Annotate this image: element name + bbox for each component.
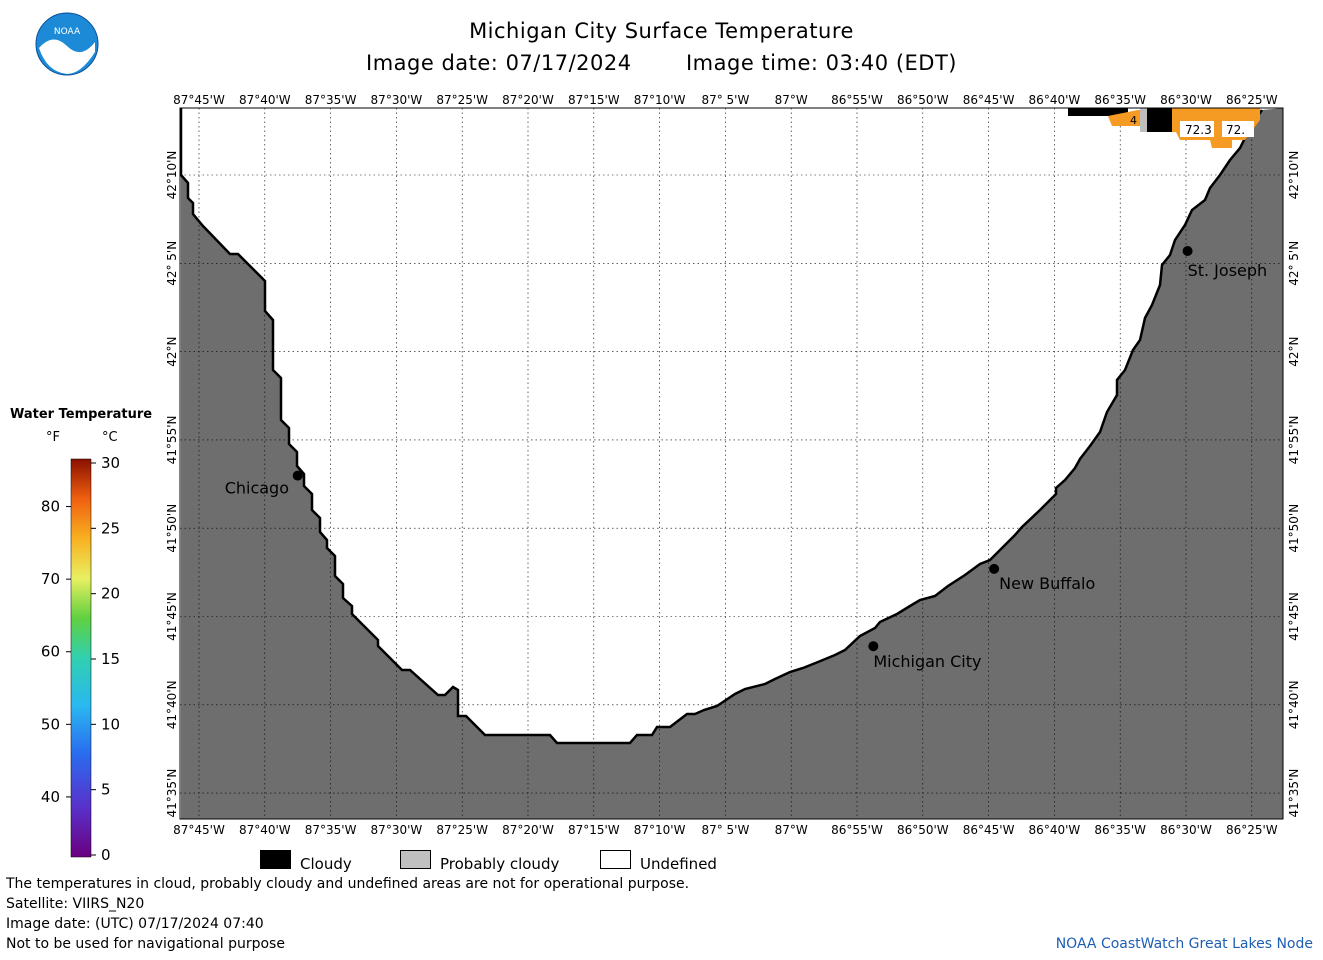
- lat-label: 41°35'N: [165, 769, 179, 818]
- cloudy-region: [1147, 108, 1173, 132]
- lon-label: 86°25'W: [1226, 93, 1278, 107]
- lon-label: 86°35'W: [1094, 823, 1146, 837]
- lon-label: 86°30'W: [1160, 93, 1212, 107]
- lon-label: 87°45'W: [173, 823, 225, 837]
- temperature-label-box: [1180, 121, 1214, 137]
- temperature-label: 72.3: [1185, 123, 1212, 137]
- lon-label: 86°45'W: [963, 823, 1015, 837]
- graticule: [180, 108, 1283, 819]
- city-marker: [989, 563, 1000, 574]
- city-label: Chicago: [225, 479, 289, 498]
- warm-water-region: [1172, 108, 1260, 148]
- lon-label: 87°20'W: [502, 93, 554, 107]
- lat-label: 42° 5'N: [165, 241, 179, 286]
- lat-label: 41°40'N: [165, 680, 179, 729]
- lon-label: 87°W: [775, 93, 808, 107]
- lon-label: 86°40'W: [1029, 823, 1081, 837]
- lat-labels-left: 42°10'N 42° 5'N 42°N 41°55'N 41°50'N 41°45'N 4…: [165, 151, 179, 818]
- lon-label: 87°35'W: [305, 823, 357, 837]
- lon-label: 86°45'W: [963, 93, 1015, 107]
- lon-label: 87°10'W: [634, 93, 686, 107]
- nav-warning: Not to be used for navigational purpose: [6, 936, 285, 952]
- lon-labels-top: 87°45'W 87°40'W 87°35'W 87°30'W 87°25'W 87°20…: [173, 93, 1278, 107]
- map-subtitle: Image date: 07/17/2024 Image time: 03:40…: [0, 51, 1323, 75]
- logo-text: NOAA: [54, 27, 81, 37]
- city-marker: [1182, 245, 1193, 256]
- city-label: St. Joseph: [1188, 261, 1268, 280]
- undefined-label: Undefined: [640, 855, 717, 873]
- lon-label: 86°50'W: [897, 823, 949, 837]
- credit: NOAA CoastWatch Great Lakes Node: [1055, 936, 1313, 952]
- lat-label: 41°50'N: [1287, 504, 1301, 553]
- lat-label: 41°55'N: [1287, 415, 1301, 464]
- unit-fahrenheit: °F: [46, 430, 60, 445]
- cloud-patch: 72.3 72. 4: [1068, 108, 1260, 148]
- lat-labels-right: 42°10'N 42° 5'N 42°N 41°55'N 41°50'N 41°45'N 4…: [1287, 151, 1301, 818]
- lon-label: 87°40'W: [239, 93, 291, 107]
- lon-label: 86°40'W: [1029, 93, 1081, 107]
- lon-label: 87°10'W: [634, 823, 686, 837]
- lat-label: 41°45'N: [165, 592, 179, 641]
- lon-label: 87°30'W: [371, 823, 423, 837]
- lon-label: 86°30'W: [1160, 823, 1212, 837]
- temperature-label-box: [1222, 121, 1254, 137]
- legend-title: Water Temperature: [10, 407, 153, 422]
- cloudy-label: Cloudy: [300, 855, 352, 873]
- lon-label: 87°15'W: [568, 823, 620, 837]
- unit-celsius: °C: [102, 430, 118, 445]
- lon-label: 86°50'W: [897, 93, 949, 107]
- probably-cloudy-region: [1140, 108, 1148, 132]
- warm-water-region: [1108, 110, 1148, 126]
- map-title: Michigan City Surface Temperature: [469, 19, 854, 43]
- city-label: New Buffalo: [999, 574, 1095, 593]
- lat-label: 42°10'N: [165, 151, 179, 200]
- city-marker: [292, 470, 303, 481]
- utc-date: Image date: (UTC) 07/17/2024 07:40: [6, 916, 264, 932]
- lon-label: 87°40'W: [239, 823, 291, 837]
- lon-label: 86°55'W: [831, 823, 883, 837]
- city-marker: [868, 641, 879, 652]
- lon-label: 87°45'W: [173, 93, 225, 107]
- undefined-swatch: [600, 850, 631, 869]
- temperature-label: 4: [1130, 114, 1137, 127]
- lat-label: 41°35'N: [1287, 769, 1301, 818]
- lon-label: 87°W: [775, 823, 808, 837]
- lon-label: 87° 5'W: [701, 823, 749, 837]
- image-date: Image date: 07/17/2024: [366, 51, 632, 75]
- lat-label: 41°40'N: [1287, 680, 1301, 729]
- probably-cloudy-swatch: [400, 850, 431, 869]
- lon-label: 87°15'W: [568, 93, 620, 107]
- lon-label: 86°25'W: [1226, 823, 1278, 837]
- lon-label: 87°30'W: [371, 93, 423, 107]
- lon-label: 87°25'W: [436, 93, 488, 107]
- probably-cloudy-label: Probably cloudy: [440, 855, 560, 873]
- lat-label: 42°10'N: [1287, 151, 1301, 200]
- lat-label: 41°45'N: [1287, 592, 1301, 641]
- lon-label: 87° 5'W: [701, 93, 749, 107]
- satellite: Satellite: VIIRS_N20: [6, 896, 145, 912]
- disclaimer: The temperatures in cloud, probably clou…: [6, 876, 690, 892]
- lon-label: 86°55'W: [831, 93, 883, 107]
- city-markers: Chicago St. Joseph New Buffalo Michigan Cit…: [225, 245, 1268, 671]
- cloudy-swatch: [260, 850, 291, 869]
- lat-label: 42°N: [1287, 336, 1301, 366]
- image-time: Image time: 03:40 (EDT): [685, 51, 957, 75]
- lon-label: 87°25'W: [436, 823, 488, 837]
- lon-labels-bottom: 87°45'W 87°40'W 87°35'W 87°30'W 87°25'W 87°20…: [173, 823, 1278, 837]
- lon-label: 86°35'W: [1094, 93, 1146, 107]
- lat-label: 41°55'N: [165, 415, 179, 464]
- lat-label: 41°50'N: [165, 504, 179, 553]
- lat-label: 42°N: [165, 336, 179, 366]
- temperature-label: 72.: [1226, 123, 1245, 137]
- noaa-logo-icon: NOAA: [35, 12, 99, 76]
- land-mass: [179, 108, 1283, 819]
- lon-label: 87°20'W: [502, 823, 554, 837]
- lon-label: 87°35'W: [305, 93, 357, 107]
- city-label: Michigan City: [873, 652, 981, 671]
- cloudy-region: [1068, 108, 1128, 116]
- map-frame: [179, 107, 1284, 820]
- lat-label: 42° 5'N: [1287, 241, 1301, 286]
